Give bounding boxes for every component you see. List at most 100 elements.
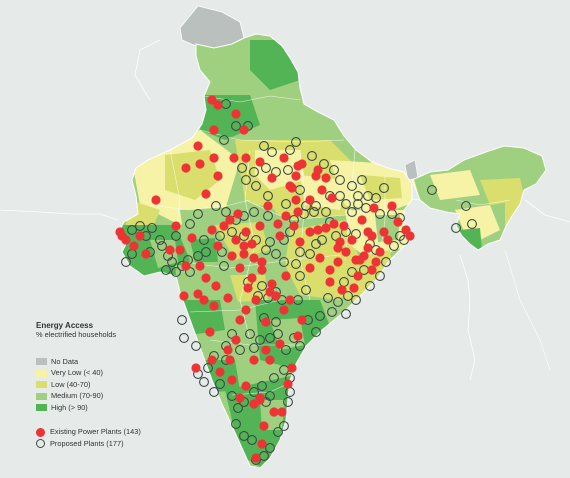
- existing-plant-marker: [291, 171, 301, 181]
- proposed-plant-marker: [155, 235, 165, 245]
- proposed-plant-marker: [285, 145, 295, 155]
- existing-plant-marker: [251, 453, 261, 463]
- existing-plant-marker: [241, 227, 251, 237]
- proposed-plant-marker: [171, 267, 181, 277]
- existing-plant-marker: [249, 399, 259, 409]
- proposed-plant-marker: [341, 199, 351, 209]
- proposed-plant-marker: [135, 221, 145, 231]
- proposed-plant-marker: [219, 135, 229, 145]
- existing-plant-marker: [249, 355, 259, 365]
- proposed-plant-marker: [371, 193, 381, 203]
- existing-plant-marker: [317, 185, 327, 195]
- existing-plant-marker: [141, 249, 151, 259]
- existing-plant-marker: [231, 235, 241, 245]
- existing-plant-marker: [257, 439, 267, 449]
- existing-plant-marker: [295, 237, 305, 247]
- existing-plant-marker: [405, 231, 415, 241]
- proposed-plant-marker: [241, 175, 251, 185]
- proposed-plant-marker: [185, 219, 195, 229]
- proposed-plant-marker: [257, 381, 267, 391]
- existing-plant-marker: [289, 221, 299, 231]
- existing-plant-marker: [205, 327, 215, 337]
- existing-plant-marker: [227, 375, 237, 385]
- legend-label-medium: Medium (70-90): [51, 391, 104, 401]
- existing-plant-marker: [235, 393, 245, 403]
- proposed-plant-marker: [461, 201, 471, 211]
- proposed-plant-marker: [259, 141, 269, 151]
- existing-plant-marker: [209, 153, 219, 163]
- proposed-plant-marker: [221, 207, 231, 217]
- proposed-plant-marker: [389, 241, 399, 251]
- proposed-plant-marker: [215, 379, 225, 389]
- proposed-plant-marker: [199, 377, 209, 387]
- existing-plant-marker: [325, 277, 335, 287]
- proposed-plant-icon: [36, 439, 45, 449]
- existing-plant-marker: [187, 233, 197, 243]
- existing-plant-marker: [257, 257, 267, 267]
- existing-plant-marker: [275, 231, 285, 241]
- legend-swatch-very-low: [36, 369, 47, 377]
- legend-item-high: High (> 90): [36, 402, 141, 414]
- existing-plant-marker: [225, 215, 235, 225]
- proposed-plant-marker: [231, 419, 241, 429]
- existing-plant-marker: [135, 231, 145, 241]
- proposed-plant-marker: [193, 251, 203, 261]
- proposed-plant-marker: [273, 329, 283, 339]
- proposed-plant-marker: [295, 341, 305, 351]
- proposed-plant-marker: [265, 333, 275, 343]
- proposed-plant-marker: [343, 291, 353, 301]
- existing-plant-marker: [293, 207, 303, 217]
- existing-plant-marker: [235, 263, 245, 273]
- existing-plant-marker: [321, 223, 331, 233]
- proposed-plant-marker: [261, 163, 271, 173]
- existing-plant-marker: [239, 241, 249, 251]
- existing-plant-marker: [305, 195, 315, 205]
- existing-plant-marker: [371, 257, 381, 267]
- proposed-plant-marker: [247, 435, 257, 445]
- proposed-plant-marker: [323, 293, 333, 303]
- existing-plant-marker: [229, 153, 239, 163]
- existing-plant-marker: [213, 100, 223, 110]
- proposed-plant-marker: [273, 427, 283, 437]
- legend-label-high: High (> 90): [51, 402, 88, 412]
- existing-plant-marker: [267, 279, 277, 289]
- existing-plant-marker: [369, 203, 379, 213]
- existing-plant-marker: [297, 315, 307, 325]
- legend-label-very-low: Very Low (< 40): [51, 368, 103, 378]
- existing-plant-marker: [201, 273, 211, 283]
- proposed-plant-marker: [249, 387, 259, 397]
- existing-plant-marker: [357, 215, 367, 225]
- legend-label-existing: Existing Power Plants (143): [50, 427, 141, 437]
- existing-plant-marker: [239, 125, 249, 135]
- existing-plant-marker: [231, 109, 241, 119]
- existing-plant-marker: [367, 265, 377, 275]
- proposed-plant-marker: [267, 147, 277, 157]
- existing-plant-marker: [393, 217, 403, 227]
- existing-plant-marker: [211, 281, 221, 291]
- proposed-plant-marker: [311, 201, 321, 211]
- legend-item-low: Low (40-70): [36, 379, 141, 391]
- existing-plant-marker: [359, 251, 369, 261]
- existing-plant-marker: [269, 407, 279, 417]
- existing-plant-marker: [363, 243, 373, 253]
- existing-plant-marker: [339, 221, 349, 231]
- existing-plant-marker: [281, 271, 291, 281]
- legend-item-very-low: Very Low (< 40): [36, 367, 141, 379]
- existing-plant-marker: [367, 231, 377, 241]
- existing-plant-marker: [209, 125, 219, 135]
- existing-plant-marker: [283, 379, 293, 389]
- proposed-plant-marker: [353, 191, 363, 201]
- existing-plant-marker: [231, 335, 241, 345]
- proposed-plant-marker: [269, 373, 279, 383]
- existing-plant-marker: [179, 291, 189, 301]
- proposed-plant-marker: [341, 309, 351, 319]
- proposed-plant-marker: [311, 327, 321, 337]
- proposed-plant-marker: [157, 241, 167, 251]
- existing-plant-marker: [239, 249, 249, 259]
- existing-plant-marker: [115, 227, 125, 237]
- existing-plant-marker: [223, 345, 233, 355]
- proposed-plant-marker: [283, 165, 293, 175]
- existing-plant-marker: [329, 219, 339, 229]
- proposed-plant-marker: [209, 387, 219, 397]
- existing-plant-marker: [279, 305, 289, 315]
